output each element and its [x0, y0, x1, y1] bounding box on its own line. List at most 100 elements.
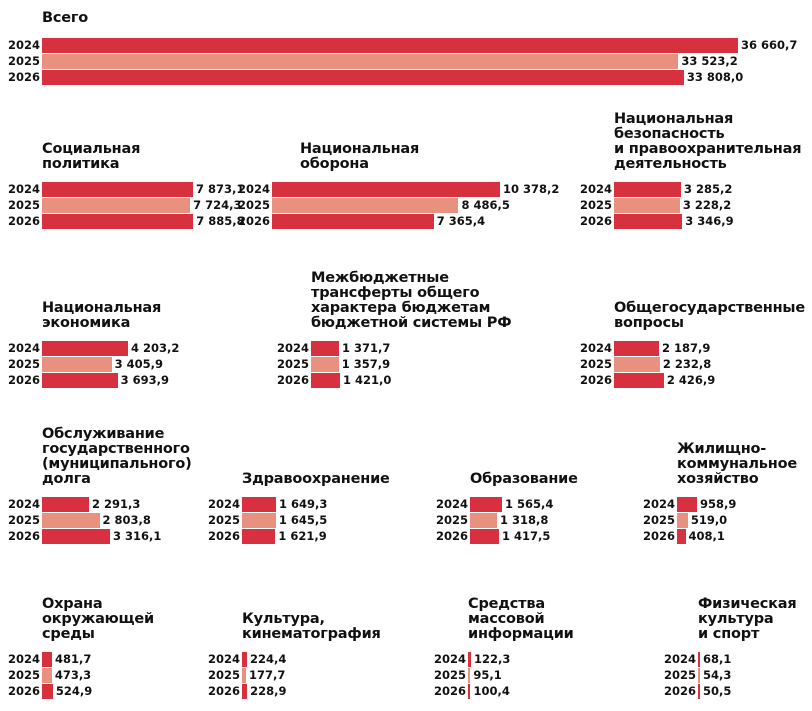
- value-label: 1 645,5: [278, 513, 328, 527]
- bar-2026: [614, 214, 683, 229]
- value-label: 1 649,3: [279, 497, 328, 511]
- value-label: 3 316,1: [113, 529, 162, 543]
- year-label: 2025: [277, 357, 310, 371]
- bar-2024: [677, 497, 697, 512]
- year-label: 2025: [643, 513, 676, 527]
- bar-2026: [614, 373, 664, 388]
- bar-2024: [42, 38, 738, 53]
- value-label: 68,1: [703, 652, 732, 666]
- year-label: 2025: [580, 357, 613, 371]
- value-label: 177,7: [248, 668, 286, 682]
- year-label: 2024: [208, 497, 241, 511]
- bar-2026: [42, 684, 53, 699]
- value-label: 2 187,9: [662, 341, 711, 355]
- year-label: 2024: [8, 38, 41, 52]
- group-title: Национальная оборона: [300, 141, 420, 172]
- year-label: 2025: [8, 198, 41, 212]
- value-label: 481,7: [55, 652, 92, 666]
- bar-2024: [614, 182, 681, 197]
- value-label: 3 346,9: [685, 214, 734, 228]
- bar-2024: [470, 497, 502, 512]
- year-label: 2025: [580, 198, 613, 212]
- bar-2024: [242, 497, 276, 512]
- bar-2025: [311, 357, 339, 372]
- bar-2026: [42, 373, 118, 388]
- value-label: 228,9: [250, 684, 287, 698]
- group-title: Средства массовой информации: [468, 596, 574, 642]
- value-label: 958,9: [700, 497, 737, 511]
- bar-2026: [311, 373, 340, 388]
- year-label: 2026: [8, 529, 41, 543]
- bar-2024: [242, 652, 247, 667]
- bar-2024: [698, 652, 700, 667]
- year-label: 2025: [434, 668, 467, 682]
- value-label: 1 417,5: [501, 529, 551, 543]
- value-label: 2 803,8: [102, 513, 151, 527]
- bar-2026: [468, 684, 471, 699]
- bar-2024: [42, 341, 128, 356]
- year-label: 2025: [8, 668, 41, 682]
- year-label: 2026: [8, 214, 41, 228]
- year-label: 2026: [8, 373, 41, 387]
- year-label: 2026: [8, 684, 41, 698]
- bar-2024: [42, 652, 52, 667]
- value-label: 3 285,2: [684, 182, 733, 196]
- bar-2025: [242, 513, 276, 528]
- group-title: Охрана окружающей среды: [42, 596, 154, 642]
- year-label: 2026: [208, 684, 241, 698]
- group-title: Общегосударственные вопросы: [614, 300, 805, 331]
- group-title: Образование: [470, 471, 578, 487]
- year-label: 2026: [434, 684, 467, 698]
- group-title: Обслуживание государственного (муниципал…: [42, 426, 192, 487]
- year-label: 2026: [580, 373, 613, 387]
- year-label: 2025: [208, 668, 241, 682]
- year-label: 2026: [580, 214, 613, 228]
- group-title: Национальная экономика: [42, 300, 162, 331]
- value-label: 224,4: [250, 652, 287, 666]
- value-label: 8 486,5: [461, 198, 510, 212]
- value-label: 2 426,9: [666, 373, 716, 387]
- year-label: 2025: [238, 198, 271, 212]
- value-label: 2 291,3: [92, 497, 141, 511]
- bar-2026: [470, 529, 499, 544]
- value-label: 408,1: [688, 529, 725, 543]
- bar-2025: [468, 668, 471, 683]
- value-label: 7 365,4: [436, 214, 486, 228]
- value-label: 36 660,7: [741, 38, 798, 52]
- bar-2025: [698, 668, 700, 683]
- value-label: 1 621,9: [278, 529, 327, 543]
- value-label: 2 232,8: [662, 357, 712, 371]
- year-label: 2026: [436, 529, 469, 543]
- bar-2024: [42, 182, 193, 197]
- value-label: 1 318,8: [499, 513, 549, 527]
- value-label: 95,1: [473, 668, 502, 682]
- year-label: 2025: [8, 357, 41, 371]
- bar-2025: [242, 668, 246, 683]
- bar-2024: [614, 341, 659, 356]
- bar-2025: [614, 357, 660, 372]
- bar-2024: [42, 497, 89, 512]
- bar-2026: [42, 70, 684, 85]
- year-label: 2025: [8, 54, 41, 68]
- year-label: 2025: [8, 513, 41, 527]
- year-label: 2024: [664, 652, 697, 666]
- group-title: Физическая культура и спорт: [698, 596, 797, 642]
- value-label: 7 873,1: [196, 182, 245, 196]
- year-label: 2026: [8, 70, 41, 84]
- value-label: 54,3: [703, 668, 732, 682]
- year-label: 2026: [664, 684, 697, 698]
- bar-2026: [677, 529, 686, 544]
- bar-2025: [677, 513, 688, 528]
- year-label: 2025: [208, 513, 241, 527]
- year-label: 2026: [643, 529, 676, 543]
- value-label: 100,4: [473, 684, 510, 698]
- bar-2026: [42, 529, 111, 544]
- bar-2025: [42, 668, 52, 683]
- value-label: 3 228,2: [682, 198, 732, 212]
- year-label: 2024: [238, 182, 271, 196]
- bar-2025: [272, 198, 459, 213]
- bar-2026: [272, 214, 434, 229]
- bar-2025: [42, 198, 191, 213]
- year-label: 2025: [664, 668, 697, 682]
